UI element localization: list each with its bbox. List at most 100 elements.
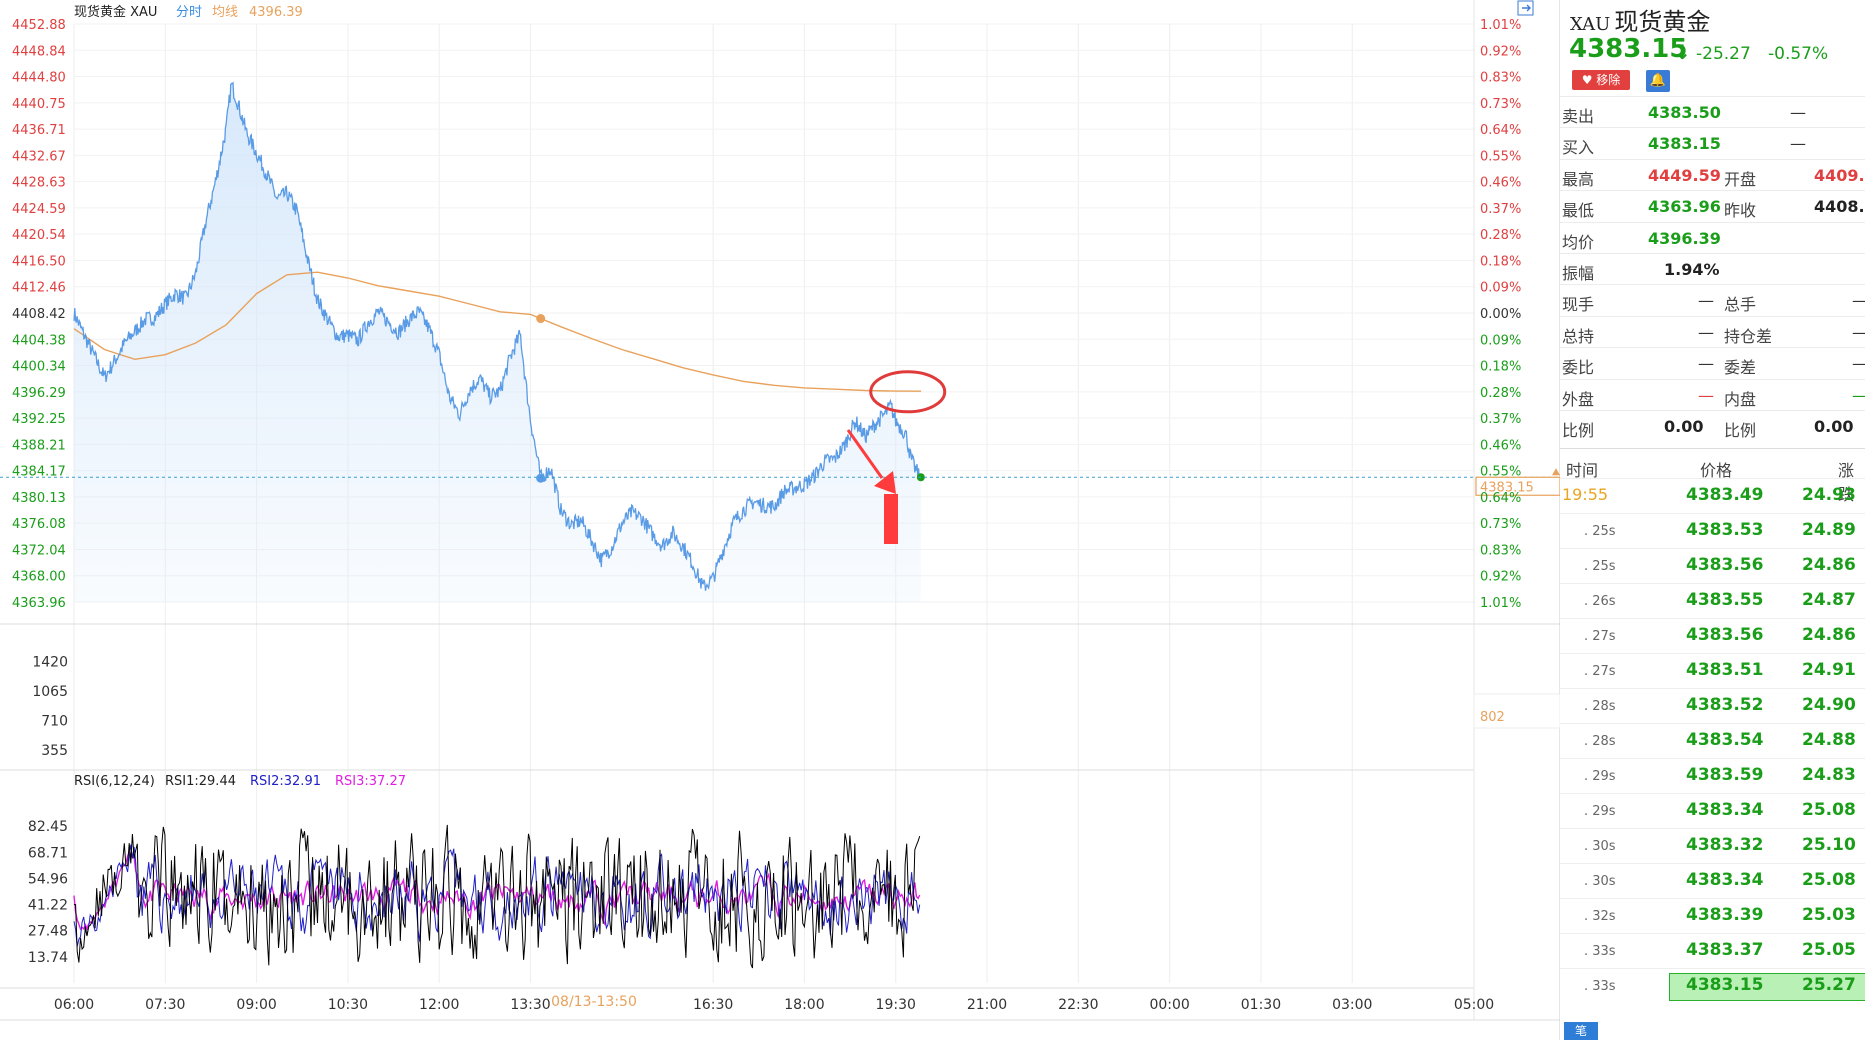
quote-row: 比例 0.00 比例 0.00 (1560, 410, 1865, 442)
price-tick-label: 4384.17 (12, 465, 66, 480)
tick-row[interactable]: . 27s 4383.51 24.91 ↓ (1560, 653, 1865, 689)
tick-row[interactable]: . 28s 4383.52 24.90 ↓ (1560, 688, 1865, 724)
volume-current-label: 802 (1480, 710, 1505, 725)
quote-row-label-1: 均价 (1562, 232, 1595, 252)
tick-diff: 25.08 ↓ (1802, 800, 1865, 820)
tick-row[interactable]: . 30s 4383.34 25.08 ↓ (1560, 863, 1865, 899)
price-tick-label: 4404.38 (12, 333, 66, 348)
tick-time: . 28s (1584, 734, 1616, 749)
tick-highlight (1669, 973, 1865, 1001)
tick-price: 4383.32 (1686, 835, 1764, 855)
quote-row-label-2: 昨收 (1724, 201, 1757, 221)
quote-row-value-2: — (1852, 354, 1865, 373)
tick-price: 4383.52 (1686, 695, 1764, 715)
tick-row[interactable]: . 27s 4383.56 24.86 ↓ (1560, 618, 1865, 654)
tick-row[interactable]: . 25s 4383.53 24.89 ↓ (1560, 513, 1865, 549)
quote-row-label-2: 总手 (1724, 295, 1757, 315)
x-tick-label: 00:00 (1149, 997, 1189, 1013)
quote-row-value-2: 4408.42 (1814, 197, 1865, 217)
annotations (846, 370, 947, 544)
rsi-tick-label: 27.48 (28, 924, 68, 940)
pct-tick-label: 0.46% (1480, 176, 1521, 191)
rsi-params: RSI(6,12,24) (74, 774, 155, 789)
quote-header: XAU 现货黄金 (1570, 2, 1710, 37)
tick-price: 4383.15 (1686, 975, 1764, 995)
x-tick-label: 21:00 (967, 997, 1007, 1013)
expand-icon[interactable] (1517, 0, 1534, 16)
avg-line-path (73, 271, 922, 392)
last-price-pin-icon (1552, 468, 1560, 476)
quote-name: 现货黄金 (1614, 8, 1711, 36)
tick-time: . 30s (1584, 839, 1616, 854)
rsi2-legend: RSI2:32.91 (250, 774, 321, 789)
tick-row[interactable]: . 26s 4383.55 24.87 ↓ (1560, 583, 1865, 619)
tick-price: 4383.54 (1686, 730, 1764, 750)
pct-tick-label: 1.01% (1480, 596, 1521, 611)
volume-tick-label: 1065 (32, 684, 68, 700)
axis-labels: 4452.88 4448.84 4444.80 4440.75 4436.71 4432.… (12, 18, 1521, 1013)
tick-row[interactable]: 19:55 4383.49 24.93 ↓ (1560, 478, 1865, 514)
x-tick-label: 12:00 (419, 997, 459, 1013)
ticks-scroll-button[interactable]: 笔 (1564, 1022, 1598, 1040)
tick-time: . 27s (1584, 629, 1616, 644)
quote-row-label-2: 开盘 (1724, 169, 1757, 189)
rsi-lines (73, 824, 921, 969)
tick-price: 4383.39 (1686, 905, 1764, 925)
ticks-header-price: 价格 (1700, 461, 1733, 480)
pct-tick-label: 0.55% (1480, 149, 1521, 164)
cursor-time-label: 08/13-13:50 (551, 994, 637, 1010)
tick-row[interactable]: . 25s 4383.56 24.86 ↓ (1560, 548, 1865, 584)
pct-tick-label: 0.73% (1480, 517, 1521, 532)
quote-row-value-2: — (1790, 103, 1806, 122)
quote-row: 卖出 4383.50 — (1560, 96, 1865, 128)
chart-title: 现货黄金 XAU (74, 4, 157, 20)
pct-tick-label: 0.83% (1480, 71, 1521, 86)
tick-row[interactable]: . 29s 4383.59 24.83 ↓ (1560, 758, 1865, 794)
mode-label[interactable]: 分时 (176, 5, 202, 20)
quote-row-value-1: — (1698, 354, 1714, 374)
quote-row-label-1: 最高 (1562, 169, 1595, 189)
tick-row[interactable]: . 30s 4383.32 25.10 ↓ (1560, 828, 1865, 864)
alert-button[interactable]: 🔔 (1646, 70, 1670, 92)
price-tick-label: 4372.04 (12, 543, 66, 558)
rsi-tick-label: 41.22 (28, 898, 68, 914)
tick-time: . 29s (1584, 804, 1616, 819)
quote-row: 买入 4383.15 — (1560, 127, 1865, 159)
pct-tick-label: 1.01% (1480, 18, 1521, 33)
tick-price: 4383.34 (1686, 870, 1764, 890)
tick-row[interactable]: . 33s 4383.37 25.05 ↓ (1560, 933, 1865, 969)
pct-tick-label: 0.55% (1480, 465, 1521, 480)
quote-row-label-1: 总持 (1562, 326, 1595, 346)
x-tick-label: 13:30 (510, 997, 550, 1013)
price-tick-label: 4363.96 (12, 596, 66, 611)
quote-row-value-1: 4383.50 (1648, 103, 1721, 122)
tick-diff: 25.27 ↓ (1802, 975, 1865, 995)
tick-diff: 24.89 ↓ (1802, 520, 1865, 540)
remove-button[interactable]: ♥ 移除 (1572, 70, 1630, 90)
tick-row[interactable]: . 32s 4383.39 25.03 ↓ (1560, 898, 1865, 934)
highlight-circle (869, 370, 947, 414)
tick-price: 4383.37 (1686, 940, 1764, 960)
avg-marker (536, 314, 546, 324)
last-price-label: 4383.15 (1480, 480, 1534, 495)
pct-tick-label: 0.09% (1480, 333, 1521, 348)
quote-row-value-2: 0.00 (1814, 417, 1854, 436)
tick-row[interactable]: . 33s 4383.15 25.27 ↓ (1560, 968, 1865, 1004)
price-tick-label: 4452.88 (12, 18, 66, 33)
tick-time: . 28s (1584, 699, 1616, 714)
tick-row[interactable]: . 28s 4383.54 24.88 ↓ (1560, 723, 1865, 759)
ticks-header-diff: 涨跌 (1838, 461, 1855, 504)
tick-row[interactable]: . 29s 4383.34 25.08 ↓ (1560, 793, 1865, 829)
price-line-path (73, 81, 922, 591)
chart-area[interactable]: 4383.15 4452.88 4448.84 4444.80 4440.75 4436… (0, 0, 1560, 1040)
tick-diff: 25.10 ↓ (1802, 835, 1865, 855)
price-tick-label: 4420.54 (12, 228, 66, 243)
x-tick-label: 01:30 (1241, 997, 1281, 1013)
tick-price: 4383.51 (1686, 660, 1764, 680)
quote-change: -25.27 (1696, 44, 1751, 64)
tick-price: 4383.49 (1686, 485, 1764, 505)
tick-time: . 25s (1584, 524, 1616, 539)
quote-row: 均价 4396.39 (1560, 221, 1865, 254)
quote-row-label-2: 委差 (1724, 358, 1757, 378)
